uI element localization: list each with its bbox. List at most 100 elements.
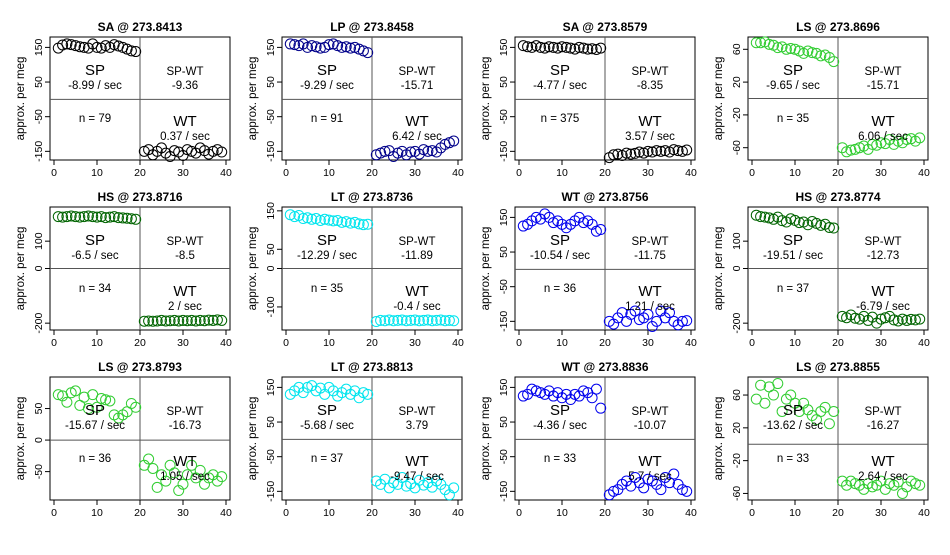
panel-3-point bbox=[612, 148, 624, 160]
panel-9-spwt-value: -16.73 bbox=[169, 420, 202, 432]
panel-2-point bbox=[383, 145, 395, 157]
panel-3-ytick-label: -50 bbox=[498, 109, 510, 124]
panel-10-sp-rate: -5.68 / sec bbox=[300, 420, 354, 432]
panel-6-point bbox=[375, 314, 387, 326]
panel-1-ytick-label: 150 bbox=[33, 38, 45, 56]
panel-3-point bbox=[676, 145, 688, 157]
panel-9-point bbox=[168, 467, 180, 479]
panel-7-point bbox=[629, 305, 641, 317]
panel-3-sp-rate: -4.77 / sec bbox=[533, 80, 587, 92]
panel-6-point bbox=[362, 218, 374, 230]
panel-12-xtick-label: 30 bbox=[875, 507, 887, 519]
panel-11-sp-rate: -4.36 / sec bbox=[533, 420, 587, 432]
panel-9-point bbox=[216, 471, 228, 483]
panel-12-title: LS @ 273.8855 bbox=[796, 360, 880, 374]
panel-6-point bbox=[405, 314, 417, 326]
panel-12-point bbox=[802, 404, 814, 416]
panel-3-point bbox=[522, 41, 534, 53]
panel-2-sp-rate: -9.29 / sec bbox=[300, 80, 354, 92]
panel-5-point bbox=[194, 314, 206, 326]
panel-3-point bbox=[590, 43, 602, 55]
panel-1-point bbox=[57, 39, 69, 51]
panel-2-wt-rate: 6.42 / sec bbox=[392, 131, 442, 143]
panel-1-sp-rate: -8.99 / sec bbox=[68, 80, 122, 92]
panel-10-spwt-value: 3.79 bbox=[406, 420, 428, 432]
panel-3-xtick-label: 10 bbox=[556, 167, 568, 179]
panel-2-point bbox=[284, 38, 296, 50]
panel-7-point bbox=[621, 315, 632, 327]
panel-7-xtick-label: 20 bbox=[599, 337, 611, 349]
panel-3-wt-label: WT bbox=[638, 113, 661, 130]
panel-12-ytick-label: -20 bbox=[731, 453, 743, 468]
panel-8-xtick-label: 10 bbox=[789, 337, 801, 349]
panel-10-n-count: n = 37 bbox=[311, 453, 343, 465]
panel-2-point bbox=[289, 39, 301, 51]
panel-5-point bbox=[160, 315, 172, 327]
panel-12-point bbox=[759, 397, 771, 409]
panel-12-xtick-label: 20 bbox=[832, 507, 844, 519]
panel-3-point bbox=[552, 42, 564, 54]
panel-8-point bbox=[905, 313, 917, 325]
panel-5-title: HS @ 273.8716 bbox=[97, 190, 182, 204]
panel-8-point bbox=[828, 222, 840, 234]
panel-9-point bbox=[95, 392, 107, 404]
panel-2-ytick-label: 50 bbox=[265, 76, 277, 88]
panel-11-title: WT @ 273.8836 bbox=[561, 360, 648, 374]
panel-6-point bbox=[327, 215, 339, 227]
panel-4-xtick-label: 10 bbox=[789, 167, 801, 179]
panel-6-point bbox=[418, 314, 430, 326]
panel-8-point bbox=[815, 219, 827, 231]
panel-8-xtick-label: 40 bbox=[918, 337, 930, 349]
panel-2-spwt-label: SP-WT bbox=[398, 66, 435, 78]
panel-2-point bbox=[336, 41, 348, 53]
panel-1-point bbox=[164, 151, 176, 163]
panel-11-ytick-label: -150 bbox=[498, 481, 510, 502]
panel-6-point bbox=[431, 314, 442, 326]
panel-6-point bbox=[314, 214, 326, 226]
panel-3-point bbox=[642, 145, 654, 157]
panel-3-spwt-label: SP-WT bbox=[631, 66, 668, 78]
panel-11-wt-rate: 5.7 / sec bbox=[628, 471, 672, 483]
panel-9-point bbox=[156, 469, 167, 481]
panel-9-point bbox=[199, 478, 210, 490]
panel-10-ylabel: approx. per meg bbox=[247, 397, 259, 481]
panel-5-point bbox=[168, 314, 180, 326]
panel-3-point bbox=[565, 42, 577, 54]
panel-8-point bbox=[776, 215, 788, 227]
panel-6-point bbox=[336, 216, 348, 228]
panel-8-point bbox=[763, 212, 775, 224]
panel-1-spwt-value: -9.36 bbox=[172, 80, 198, 92]
panel-5-point bbox=[156, 314, 167, 326]
panel-5-xtick-label: 10 bbox=[91, 337, 103, 349]
panel-6-spwt-value: -11.89 bbox=[401, 250, 433, 262]
panel-11-ytick-label: -50 bbox=[498, 449, 510, 464]
panel-3-point bbox=[625, 148, 637, 160]
panel-5-point bbox=[65, 210, 77, 222]
panel-12-point bbox=[823, 418, 835, 430]
panel-5-point bbox=[151, 315, 163, 327]
panel-5-xtick-label: 20 bbox=[134, 337, 146, 349]
panel-5-ylabel: approx. per meg bbox=[15, 227, 27, 311]
panel-12-xtick-label: 10 bbox=[789, 507, 801, 519]
panel-11-point bbox=[655, 484, 667, 496]
panel-2-wt-label: WT bbox=[405, 113, 428, 130]
panel-2-point bbox=[422, 145, 434, 157]
panel-3-ytick-label: 150 bbox=[498, 38, 510, 56]
panel-9-sp-rate: -15.67 / sec bbox=[65, 420, 125, 432]
panel-5-point bbox=[100, 212, 112, 224]
panel-11-point bbox=[668, 468, 680, 480]
panel-3-point bbox=[573, 41, 585, 53]
panel-11-point bbox=[664, 477, 675, 489]
panel-7-wt-label: WT bbox=[638, 283, 661, 300]
panel-10-point bbox=[396, 471, 408, 483]
panel-12-point bbox=[815, 405, 827, 417]
panel-8-sp-rate: -19.51 / sec bbox=[763, 250, 823, 262]
panel-6-point bbox=[383, 314, 395, 326]
panel-8-spwt-label: SP-WT bbox=[864, 236, 901, 248]
panel-7-ytick-label: 150 bbox=[498, 208, 510, 226]
panel-10-point bbox=[448, 482, 460, 494]
panel-9-point bbox=[186, 459, 198, 471]
panel-12-point bbox=[768, 389, 779, 401]
panel-8-ytick-label: 0 bbox=[731, 265, 743, 271]
panel-6-xtick-label: 0 bbox=[283, 337, 289, 349]
